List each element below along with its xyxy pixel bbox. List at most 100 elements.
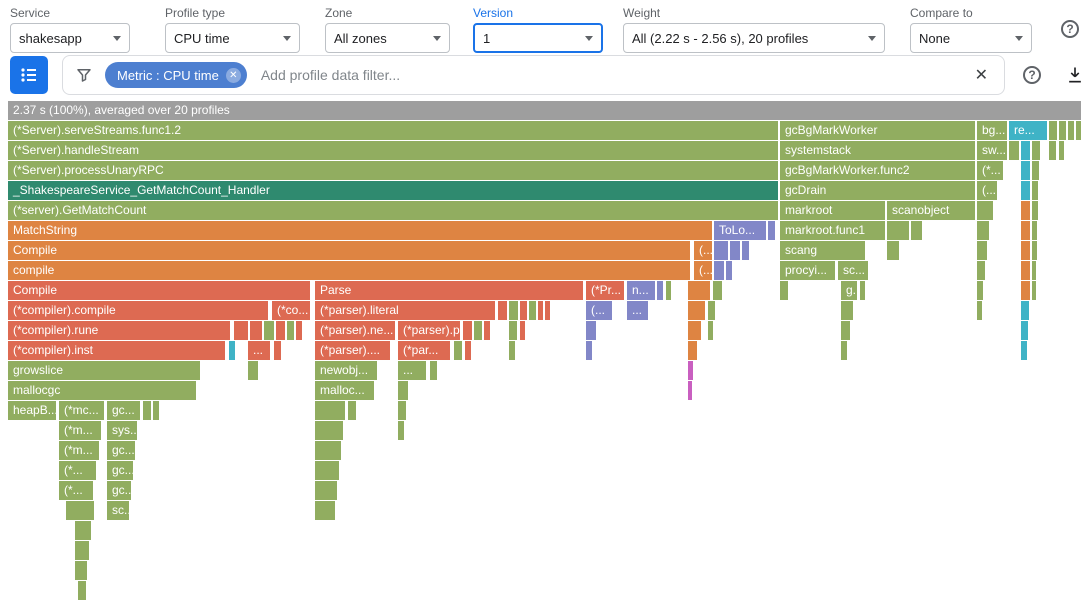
service-dropdown[interactable]: Service shakesapp — [10, 6, 130, 53]
flame-block[interactable] — [529, 301, 536, 320]
version-dropdown[interactable]: Version 1 — [473, 6, 603, 53]
flame-block[interactable] — [315, 421, 343, 440]
flame-block[interactable]: gc... — [107, 441, 135, 460]
compare-to-dropdown[interactable]: Compare to None — [910, 6, 1032, 53]
flame-block[interactable]: MatchString — [8, 221, 712, 240]
flame-block[interactable] — [1021, 321, 1028, 340]
flame-block[interactable] — [348, 401, 356, 420]
flame-block[interactable] — [1021, 241, 1030, 260]
flame-block[interactable]: Parse — [315, 281, 583, 300]
flame-block[interactable] — [657, 281, 663, 300]
flame-block[interactable] — [1021, 261, 1030, 280]
flame-block[interactable]: (*compiler).inst — [8, 341, 225, 360]
filter-input[interactable] — [258, 66, 971, 84]
flame-block[interactable] — [1021, 341, 1027, 360]
flame-block[interactable]: (*Server).serveStreams.func1.2 — [8, 121, 778, 140]
flame-block[interactable] — [509, 301, 518, 320]
flame-block[interactable] — [430, 361, 437, 380]
flame-block[interactable] — [315, 481, 337, 500]
flame-block[interactable] — [398, 381, 408, 400]
flame-block[interactable]: (... — [586, 301, 612, 320]
flame-block[interactable]: (... — [977, 181, 997, 200]
flame-block[interactable] — [75, 561, 87, 580]
zone-dropdown[interactable]: Zone All zones — [325, 6, 450, 53]
flame-block[interactable] — [1059, 121, 1066, 140]
flame-block[interactable]: (*co... — [272, 301, 310, 320]
flame-block[interactable]: (... — [694, 261, 712, 280]
flame-block[interactable] — [463, 321, 472, 340]
flame-block[interactable] — [688, 281, 710, 300]
flame-block[interactable]: (*parser).literal — [315, 301, 495, 320]
flame-block[interactable] — [276, 321, 285, 340]
clear-filters-icon[interactable]: ✕ — [974, 67, 988, 84]
flame-block[interactable] — [666, 281, 671, 300]
flame-block[interactable]: gcDrain — [780, 181, 975, 200]
flame-block[interactable] — [841, 301, 853, 320]
flame-block[interactable]: compile — [8, 261, 690, 280]
flame-block[interactable] — [315, 441, 341, 460]
flame-block[interactable] — [887, 241, 899, 260]
flame-block[interactable]: gcBgMarkWorker — [780, 121, 975, 140]
flame-block[interactable]: procyi... — [780, 261, 835, 280]
flame-block[interactable]: sys... — [107, 421, 137, 440]
flame-block[interactable]: (*... — [59, 481, 93, 500]
profile-type-dropdown[interactable]: Profile type CPU time — [165, 6, 300, 53]
flame-block[interactable]: gc... — [107, 401, 140, 420]
help-icon[interactable]: ? — [1061, 20, 1079, 38]
flame-block[interactable] — [977, 241, 987, 260]
flame-block[interactable] — [234, 321, 248, 340]
flame-block[interactable]: ToLo... — [714, 221, 766, 240]
flame-block[interactable] — [742, 241, 749, 260]
flame-block[interactable] — [153, 401, 159, 420]
flame-block[interactable] — [708, 321, 713, 340]
flame-block[interactable]: (... — [694, 241, 712, 260]
flame-block[interactable]: Compile — [8, 241, 690, 260]
flame-block[interactable]: ... — [248, 341, 270, 360]
flame-block[interactable]: Compile — [8, 281, 310, 300]
flame-block[interactable] — [296, 321, 302, 340]
flame-block[interactable] — [768, 221, 775, 240]
flame-block[interactable]: markroot — [780, 201, 885, 220]
flame-block[interactable] — [977, 221, 989, 240]
flame-block[interactable] — [714, 261, 724, 280]
flame-block[interactable]: scang — [780, 241, 865, 260]
flame-block[interactable] — [509, 321, 517, 340]
flame-block[interactable]: (*Pr... — [586, 281, 624, 300]
flame-block[interactable] — [1021, 181, 1030, 200]
flame-block[interactable] — [78, 581, 86, 600]
flame-block[interactable] — [75, 541, 89, 560]
flame-block[interactable] — [841, 321, 850, 340]
flame-block[interactable]: (*par... — [398, 341, 450, 360]
flame-block[interactable]: (*parser).... — [315, 341, 390, 360]
flame-block[interactable] — [520, 301, 527, 320]
flame-block[interactable] — [315, 461, 339, 480]
flame-block[interactable] — [1021, 301, 1029, 320]
flame-block[interactable]: g... — [841, 281, 857, 300]
flame-block[interactable]: ... — [627, 301, 648, 320]
flame-block[interactable] — [1021, 141, 1030, 160]
flame-block[interactable]: (*mc... — [59, 401, 104, 420]
flame-block[interactable] — [1032, 221, 1037, 240]
flame-block[interactable] — [730, 241, 740, 260]
flame-block[interactable]: markroot.func1 — [780, 221, 885, 240]
flame-block[interactable] — [315, 401, 345, 420]
flame-block[interactable]: (*server).GetMatchCount — [8, 201, 778, 220]
flame-block[interactable]: gc... — [107, 481, 131, 500]
flame-block[interactable] — [250, 321, 262, 340]
flame-block[interactable] — [887, 221, 909, 240]
flame-block[interactable] — [1021, 201, 1030, 220]
flame-block[interactable]: mallocgc — [8, 381, 196, 400]
flame-block[interactable] — [586, 341, 592, 360]
flame-block[interactable] — [1049, 121, 1057, 140]
flame-block[interactable] — [977, 301, 982, 320]
flame-block[interactable]: (*... — [59, 461, 96, 480]
flame-block[interactable]: gc... — [107, 461, 133, 480]
flame-block[interactable]: bg... — [977, 121, 1007, 140]
flame-block[interactable] — [465, 341, 471, 360]
flame-block[interactable] — [1049, 141, 1056, 160]
flame-block[interactable]: (*compiler).rune — [8, 321, 230, 340]
chip-remove-icon[interactable]: ✕ — [225, 67, 241, 83]
flame-block[interactable] — [726, 261, 732, 280]
flame-block[interactable]: heapB... — [8, 401, 56, 420]
flame-block[interactable] — [1032, 241, 1037, 260]
